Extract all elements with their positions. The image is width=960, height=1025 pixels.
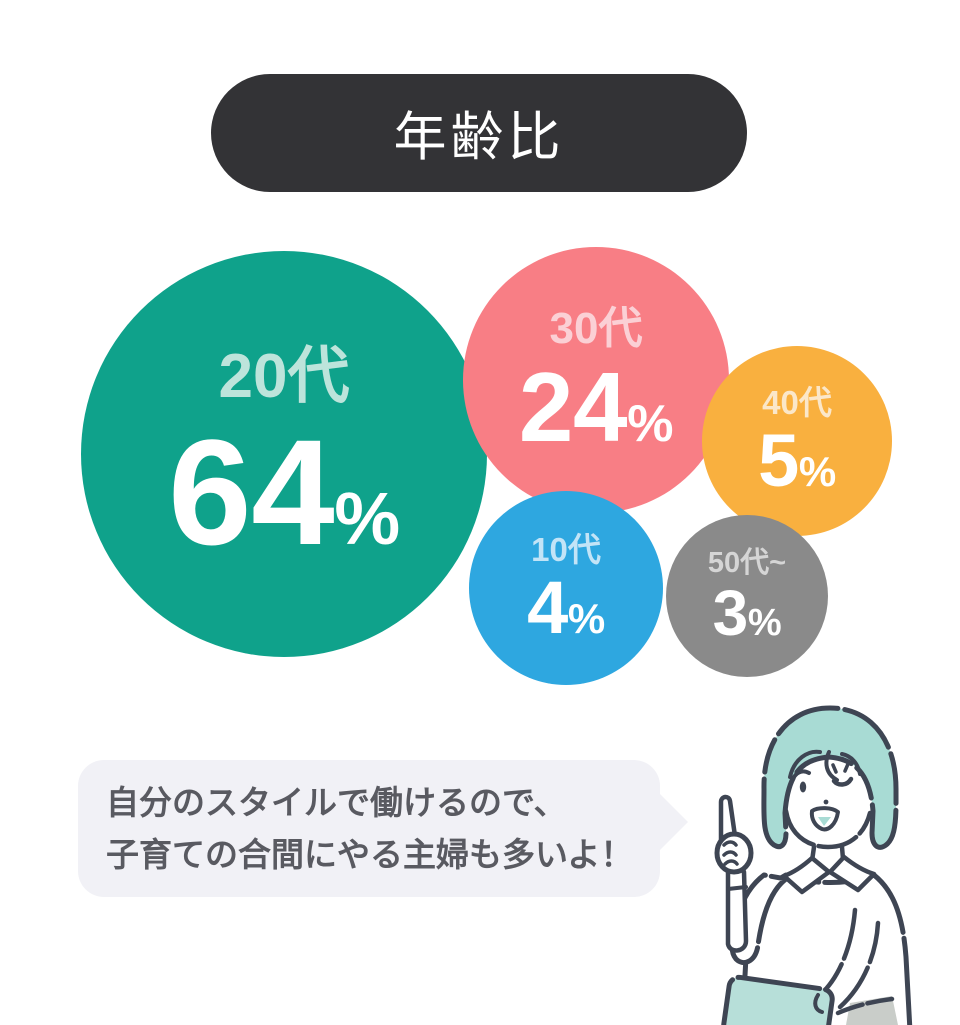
speech-bubble-tail [656,790,688,854]
left-arm-outer [837,920,881,1010]
collar-right [827,854,877,893]
bubble-40s-number: 5 [758,419,799,503]
knuckle-1 [722,840,738,847]
bubble-40s: 40代 5 % [702,346,892,536]
bubble-50s-unit: % [747,602,782,645]
bubble-30s-value: 24 % [518,351,674,462]
bubble-20s-label: 20代 [218,342,350,412]
bubble-10s-unit: % [567,595,605,643]
right-eyelash-1 [831,763,838,774]
speech-bubble: 自分のスタイルで働けるので、 子育ての合間にやる主婦も多いよ！ [78,760,660,897]
bubble-50s-value: 3 % [712,577,782,650]
folder [721,974,835,1025]
bubble-10s-value: 4 % [527,566,605,650]
pointing-finger [718,794,738,843]
collar-left [781,855,832,895]
waist-line [835,996,895,1016]
bubble-20s-number: 64 [168,408,335,577]
bubble-50s-label: 50代~ [707,546,787,579]
right-eye [831,776,854,787]
speech-line-2: 子育ての合間にやる主婦も多いよ！ [106,835,634,873]
left-hand [813,993,824,1014]
knuckle-2 [722,850,738,857]
bubble-30s: 30代 24 % [463,247,729,513]
chart-title: 年齢比 [393,108,565,167]
bubble-50s-number: 3 [712,577,749,650]
bubble-40s-label: 40代 [762,383,832,421]
bubble-30s-label: 30代 [549,304,643,354]
left-eyelash [792,769,811,779]
jaw-line [783,808,873,850]
forearm [725,864,749,953]
bubble-10s: 10代 4 % [469,491,663,685]
bubble-50s: 50代~ 3 % [666,515,828,677]
bubble-30s-unit: % [627,394,674,453]
left-eye [799,781,807,793]
fringe-stroke-3 [840,752,862,776]
nose [823,799,829,805]
bubble-20s-unit: % [334,477,400,561]
fringe-stroke-2 [824,750,839,782]
cuff-line [726,885,748,891]
bubble-10s-number: 4 [527,566,568,650]
bubble-20s: 20代 64 % [81,251,487,657]
fringe-stroke-1 [788,749,822,779]
right-eyelash-2 [843,762,850,773]
pointing-woman-illustration [714,705,913,1025]
bubble-10s-label: 10代 [531,530,601,568]
bubble-30s-number: 24 [518,351,628,462]
chart-title-pill: 年齢比 [211,74,747,192]
speech-line-1: 自分のスタイルで働けるので、 [106,783,567,821]
bubble-20s-value: 64 % [168,408,400,577]
knuckle-3 [723,859,739,866]
tongue [818,817,831,826]
bubble-40s-value: 5 % [758,419,836,503]
bubble-40s-unit: % [798,448,836,496]
